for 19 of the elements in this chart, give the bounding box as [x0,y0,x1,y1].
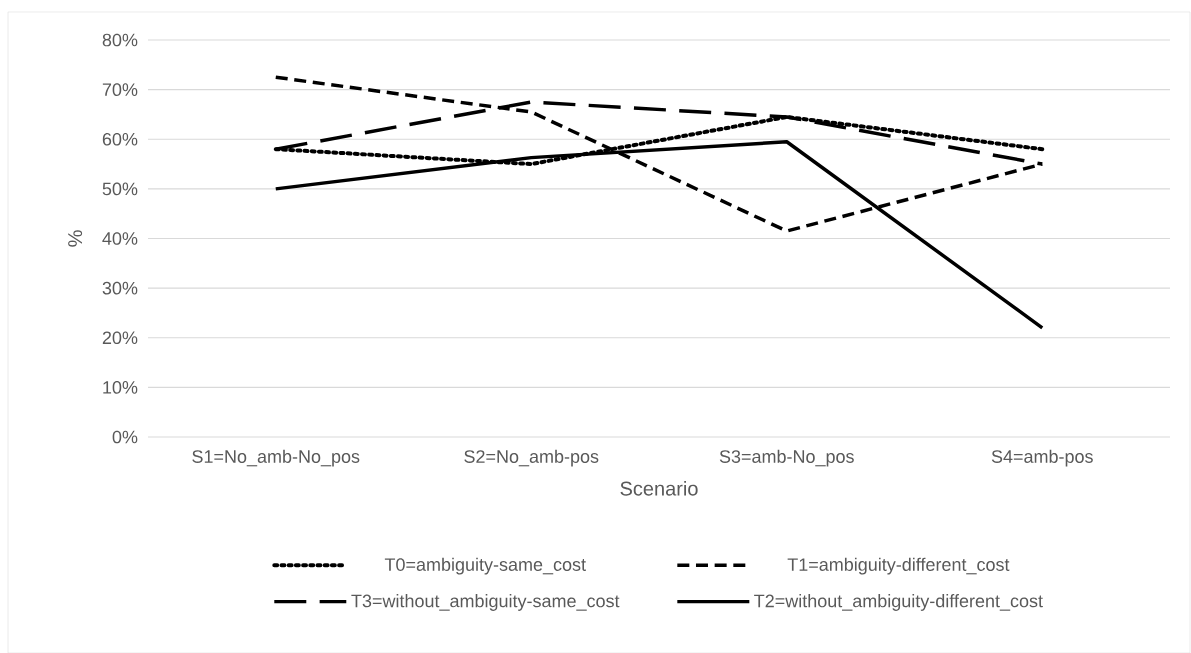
x-tick-label: S1=No_amb-No_pos [192,449,360,467]
x-tick-label: S2=No_amb-pos [464,449,599,467]
y-tick-label: 40% [102,232,138,245]
y-axis-title: % [68,230,83,247]
y-tick-label: 0% [112,430,138,444]
y-tick-label: 20% [102,331,138,344]
legend-label: T3=without_ambiguity-same_cost [351,593,620,611]
x-tick-label: S3=amb-No_pos [719,449,854,467]
legend-label: T0=ambiguity-same_cost [384,557,586,575]
y-tick-label: 50% [102,182,138,196]
y-tick-label: 60% [102,132,138,146]
y-tick-label: 10% [103,380,138,394]
legend-label: T2=without_ambiguity-different_cost [754,593,1043,611]
y-tick-label: 30% [102,281,138,295]
legend-label: T1=ambiguity-different_cost [787,557,1010,575]
x-tick-label: S4=amb-pos [991,449,1093,467]
y-tick-label: 70% [102,83,138,96]
x-axis-title: Scenario [620,480,698,496]
y-tick-label: 80% [102,33,138,47]
